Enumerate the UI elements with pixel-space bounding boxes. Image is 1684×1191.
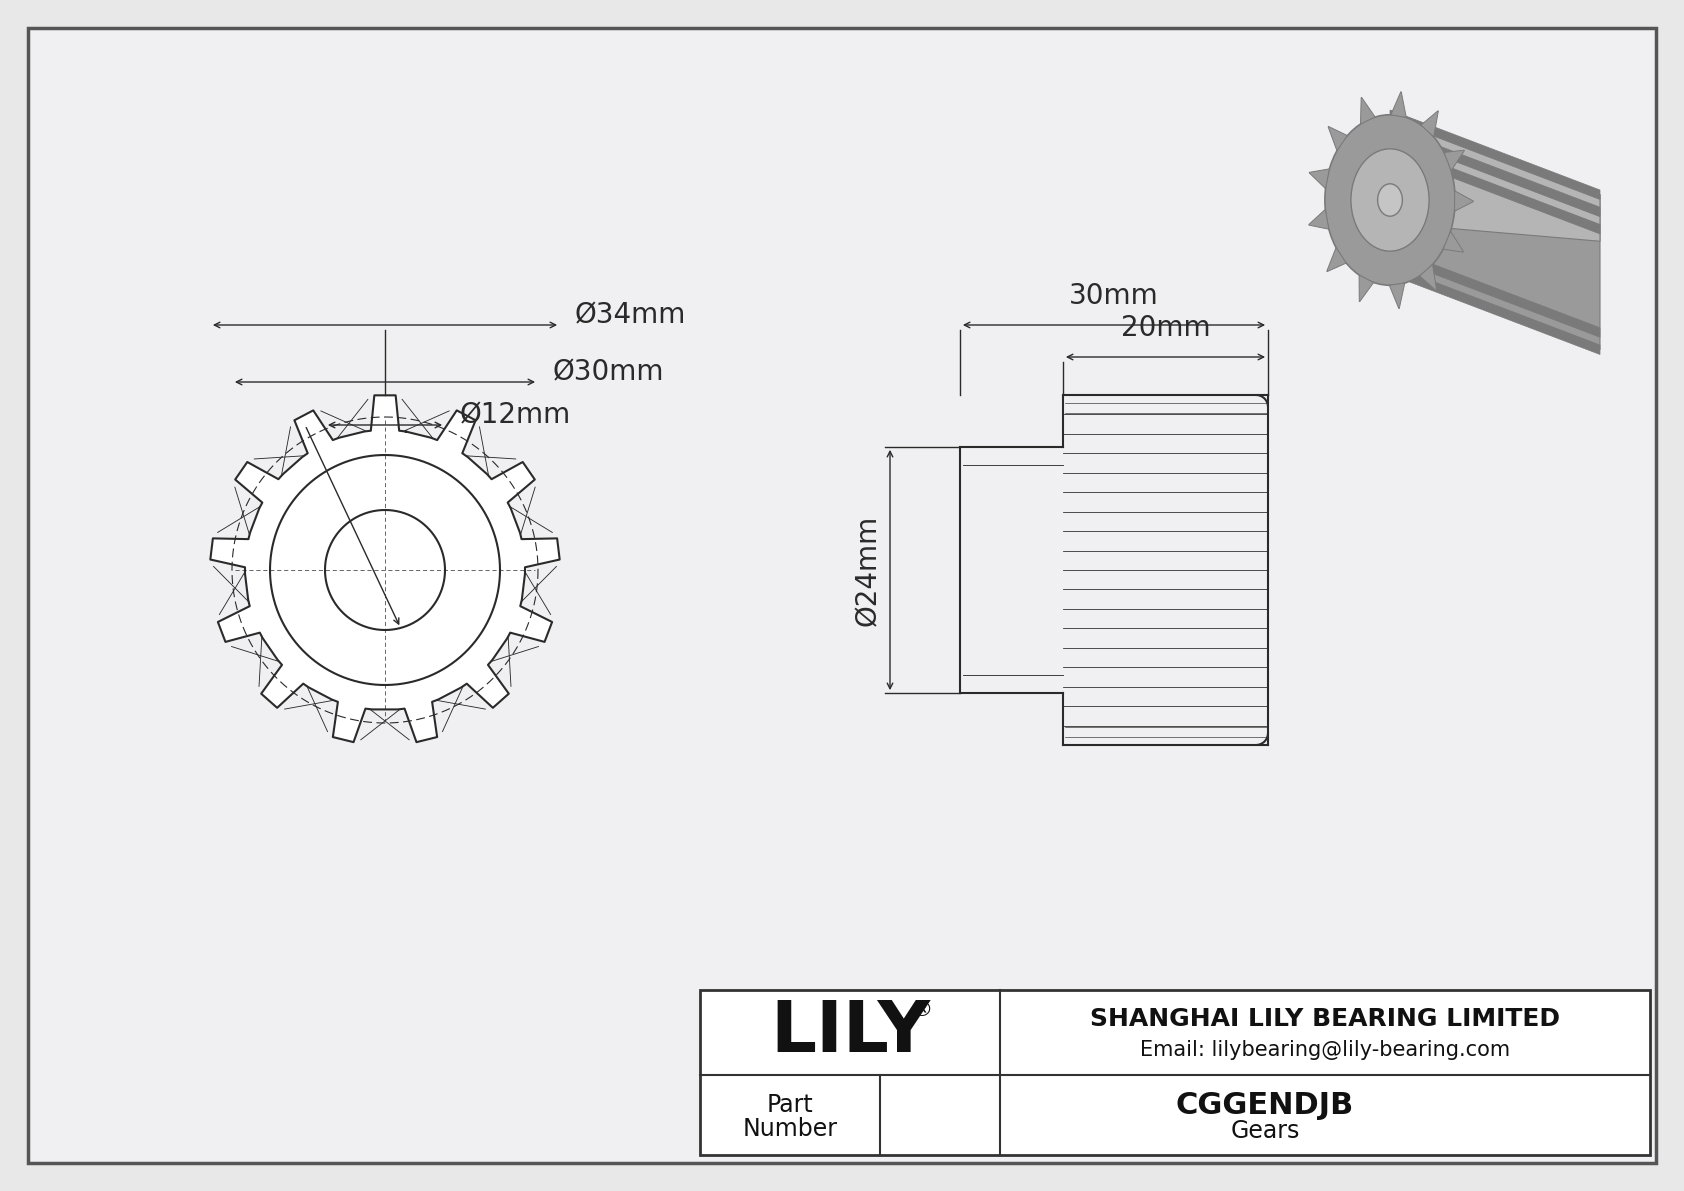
Text: Part: Part — [766, 1093, 813, 1117]
Text: Gears: Gears — [1231, 1120, 1300, 1143]
Polygon shape — [1389, 110, 1600, 199]
Ellipse shape — [1351, 149, 1430, 251]
Text: 20mm: 20mm — [1120, 314, 1211, 342]
Polygon shape — [1389, 248, 1600, 337]
Polygon shape — [1389, 144, 1600, 233]
Polygon shape — [1445, 150, 1465, 170]
Ellipse shape — [1325, 114, 1455, 286]
Polygon shape — [1327, 248, 1346, 272]
Text: LILY: LILY — [770, 998, 930, 1067]
Text: 30mm: 30mm — [1069, 282, 1159, 310]
Polygon shape — [1455, 191, 1474, 211]
Polygon shape — [1389, 266, 1600, 355]
Ellipse shape — [1378, 183, 1403, 217]
Polygon shape — [1421, 111, 1438, 137]
Polygon shape — [1389, 283, 1404, 308]
Text: Number: Number — [743, 1117, 837, 1141]
Text: Ø12mm: Ø12mm — [460, 401, 571, 429]
Text: Ø30mm: Ø30mm — [552, 358, 665, 386]
Text: Ø24mm: Ø24mm — [854, 515, 882, 625]
Polygon shape — [1443, 231, 1463, 252]
Polygon shape — [1389, 114, 1600, 350]
Text: Ø34mm: Ø34mm — [574, 301, 687, 329]
Text: ®: ® — [911, 1000, 933, 1021]
Bar — [701, 990, 1650, 1155]
Polygon shape — [1391, 92, 1406, 118]
Polygon shape — [1308, 169, 1329, 188]
Text: CGGENDJB: CGGENDJB — [1175, 1091, 1354, 1120]
Polygon shape — [1359, 275, 1374, 301]
Polygon shape — [1308, 210, 1329, 229]
Polygon shape — [1389, 114, 1600, 242]
Polygon shape — [1329, 126, 1347, 151]
Polygon shape — [1361, 98, 1376, 124]
Text: Email: lilybearing@lily-bearing.com: Email: lilybearing@lily-bearing.com — [1140, 1041, 1511, 1060]
Text: SHANGHAI LILY BEARING LIMITED: SHANGHAI LILY BEARING LIMITED — [1090, 1006, 1559, 1030]
Polygon shape — [1420, 264, 1436, 291]
Polygon shape — [1389, 127, 1600, 217]
Polygon shape — [210, 395, 559, 742]
